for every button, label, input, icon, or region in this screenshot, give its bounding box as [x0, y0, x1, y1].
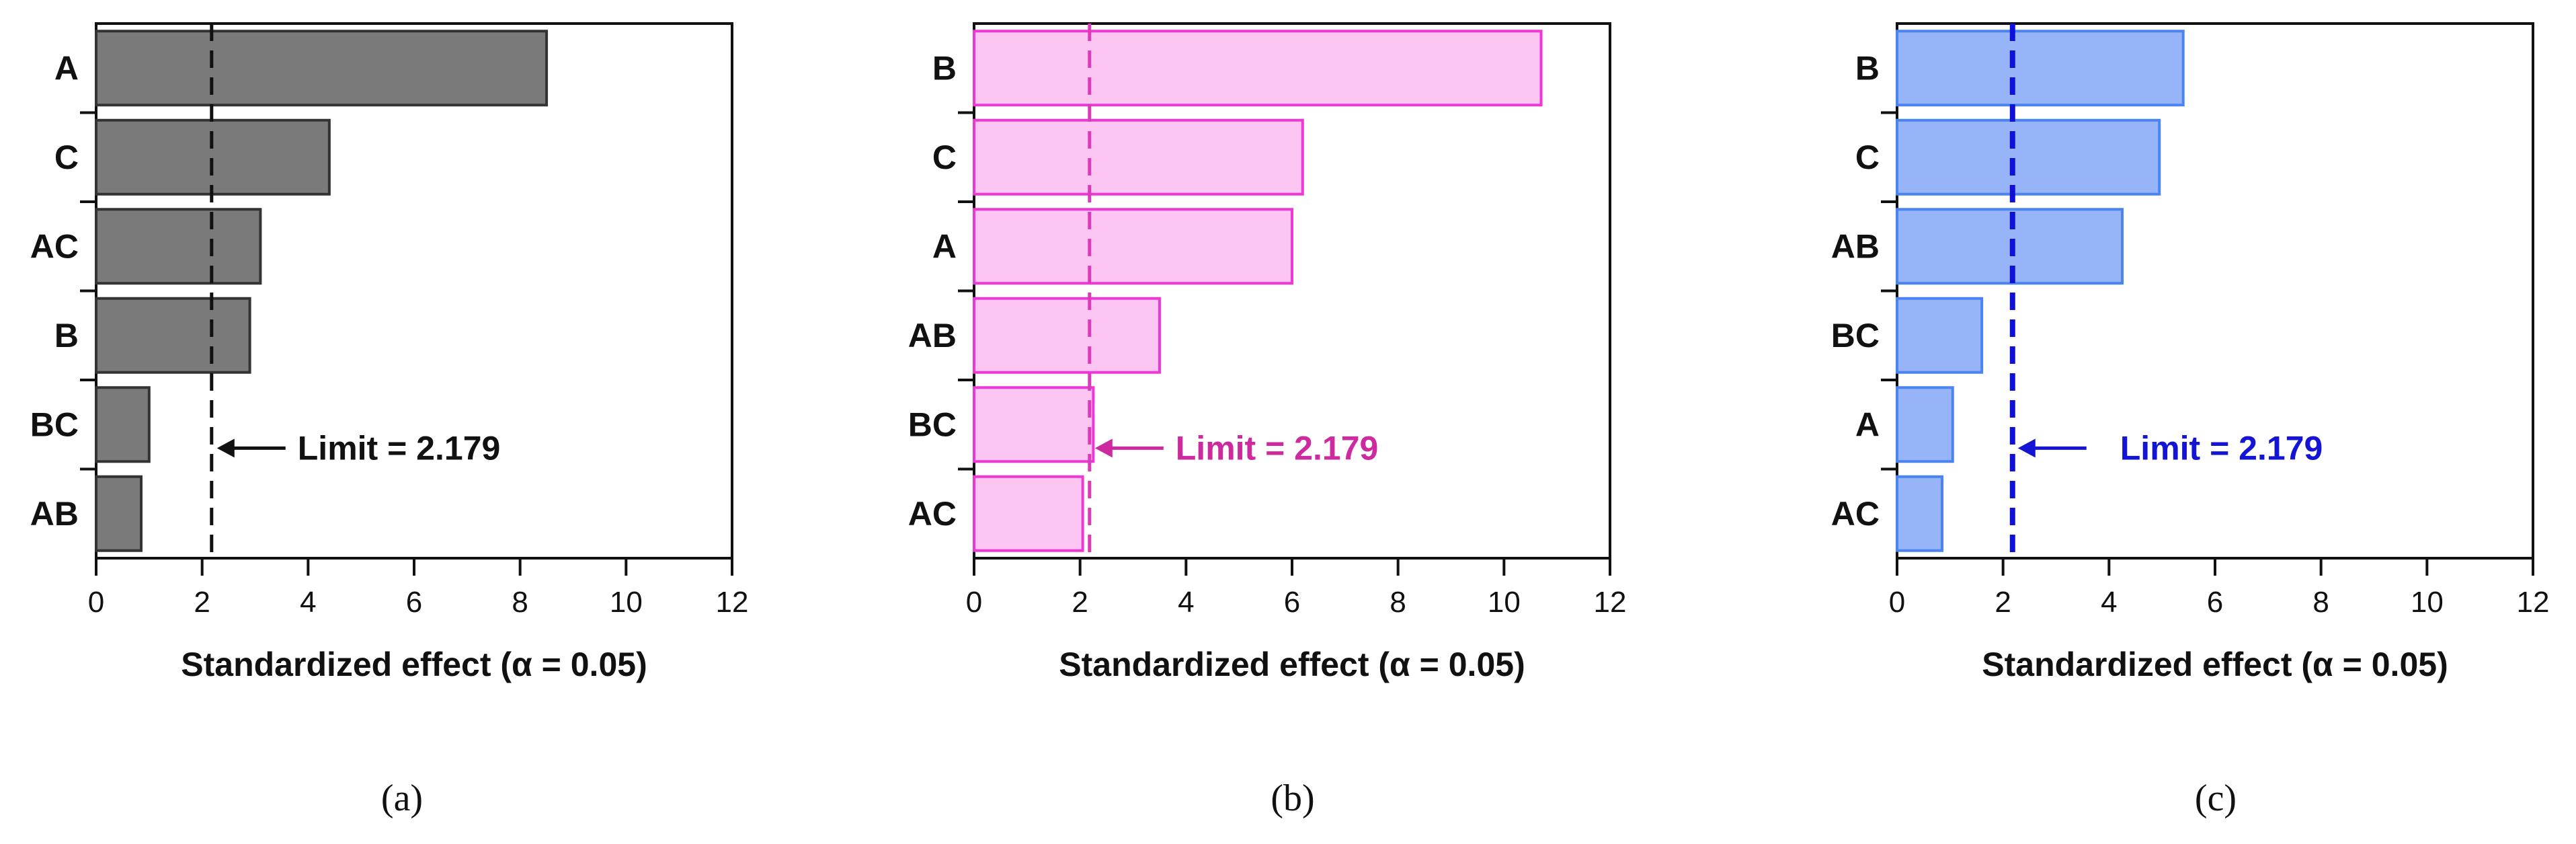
panel-caption: (a): [381, 777, 423, 819]
x-tick-label: 6: [2207, 586, 2223, 619]
x-tick-label: 6: [406, 586, 422, 619]
bar-b: [95, 297, 251, 374]
x-tick-label: 10: [2411, 586, 2444, 619]
bar-b: [1896, 30, 2185, 107]
category-label: A: [1855, 406, 1880, 443]
x-tick-label: 2: [194, 586, 210, 619]
bar-bc: [973, 386, 1095, 463]
panel-caption: (c): [2195, 777, 2237, 819]
x-tick-label: 12: [716, 586, 749, 619]
panel-caption: (b): [1271, 777, 1314, 819]
category-label: AC: [908, 495, 957, 533]
bar-ab: [1896, 208, 2124, 285]
bar-ab: [95, 475, 143, 552]
bar-a: [973, 208, 1293, 285]
bar-ac: [95, 208, 262, 285]
category-label: C: [54, 139, 79, 176]
x-tick-label: 0: [1889, 586, 1905, 619]
bar-ab: [973, 297, 1161, 374]
x-tick-label: 12: [1594, 586, 1627, 619]
category-label: BC: [908, 406, 957, 443]
bar-ac: [973, 475, 1084, 552]
category-label: AB: [1831, 227, 1880, 265]
x-tick-label: 4: [2101, 586, 2117, 619]
bar-c: [1896, 118, 2161, 196]
category-label: BC: [1831, 317, 1880, 354]
x-tick-label: 10: [1488, 586, 1521, 619]
x-tick-label: 0: [88, 586, 104, 619]
bar-b: [973, 30, 1543, 107]
category-label: A: [54, 49, 79, 87]
limit-label: Limit = 2.179: [2120, 429, 2323, 467]
category-label: BC: [30, 406, 79, 443]
category-label: AC: [1831, 495, 1880, 533]
x-tick-label: 6: [1284, 586, 1300, 619]
x-tick-label: 4: [300, 586, 316, 619]
limit-label: Limit = 2.179: [298, 429, 501, 467]
x-axis-title: Standardized effect (α = 0.05): [181, 646, 647, 683]
category-label: B: [54, 317, 79, 354]
category-label: A: [932, 227, 957, 265]
category-label: C: [1855, 139, 1880, 176]
bar-bc: [1896, 297, 1984, 374]
category-label: AB: [908, 317, 957, 354]
bar-a: [95, 30, 549, 107]
limit-label: Limit = 2.179: [1176, 429, 1379, 467]
category-label: AB: [30, 495, 79, 533]
x-tick-label: 12: [2517, 586, 2550, 619]
limit-arrowhead: [216, 438, 235, 458]
bar-bc: [95, 386, 151, 463]
bar-ac: [1896, 475, 1944, 552]
category-label: B: [1855, 49, 1880, 87]
category-label: B: [932, 49, 957, 87]
limit-arrowhead: [2017, 438, 2036, 458]
x-tick-label: 8: [512, 586, 528, 619]
category-label: C: [932, 139, 957, 176]
category-label: AC: [30, 227, 79, 265]
x-axis-title: Standardized effect (α = 0.05): [1059, 646, 1525, 683]
x-axis-title: Standardized effect (α = 0.05): [1982, 646, 2448, 683]
x-tick-label: 10: [610, 586, 643, 619]
x-tick-label: 2: [1072, 586, 1088, 619]
x-tick-label: 0: [966, 586, 982, 619]
bar-a: [1896, 386, 1954, 463]
limit-arrowhead: [1094, 438, 1113, 458]
x-tick-label: 4: [1178, 586, 1194, 619]
x-tick-label: 8: [1390, 586, 1406, 619]
x-tick-label: 8: [2312, 586, 2329, 619]
bar-c: [973, 118, 1304, 196]
x-tick-label: 2: [1995, 586, 2011, 619]
